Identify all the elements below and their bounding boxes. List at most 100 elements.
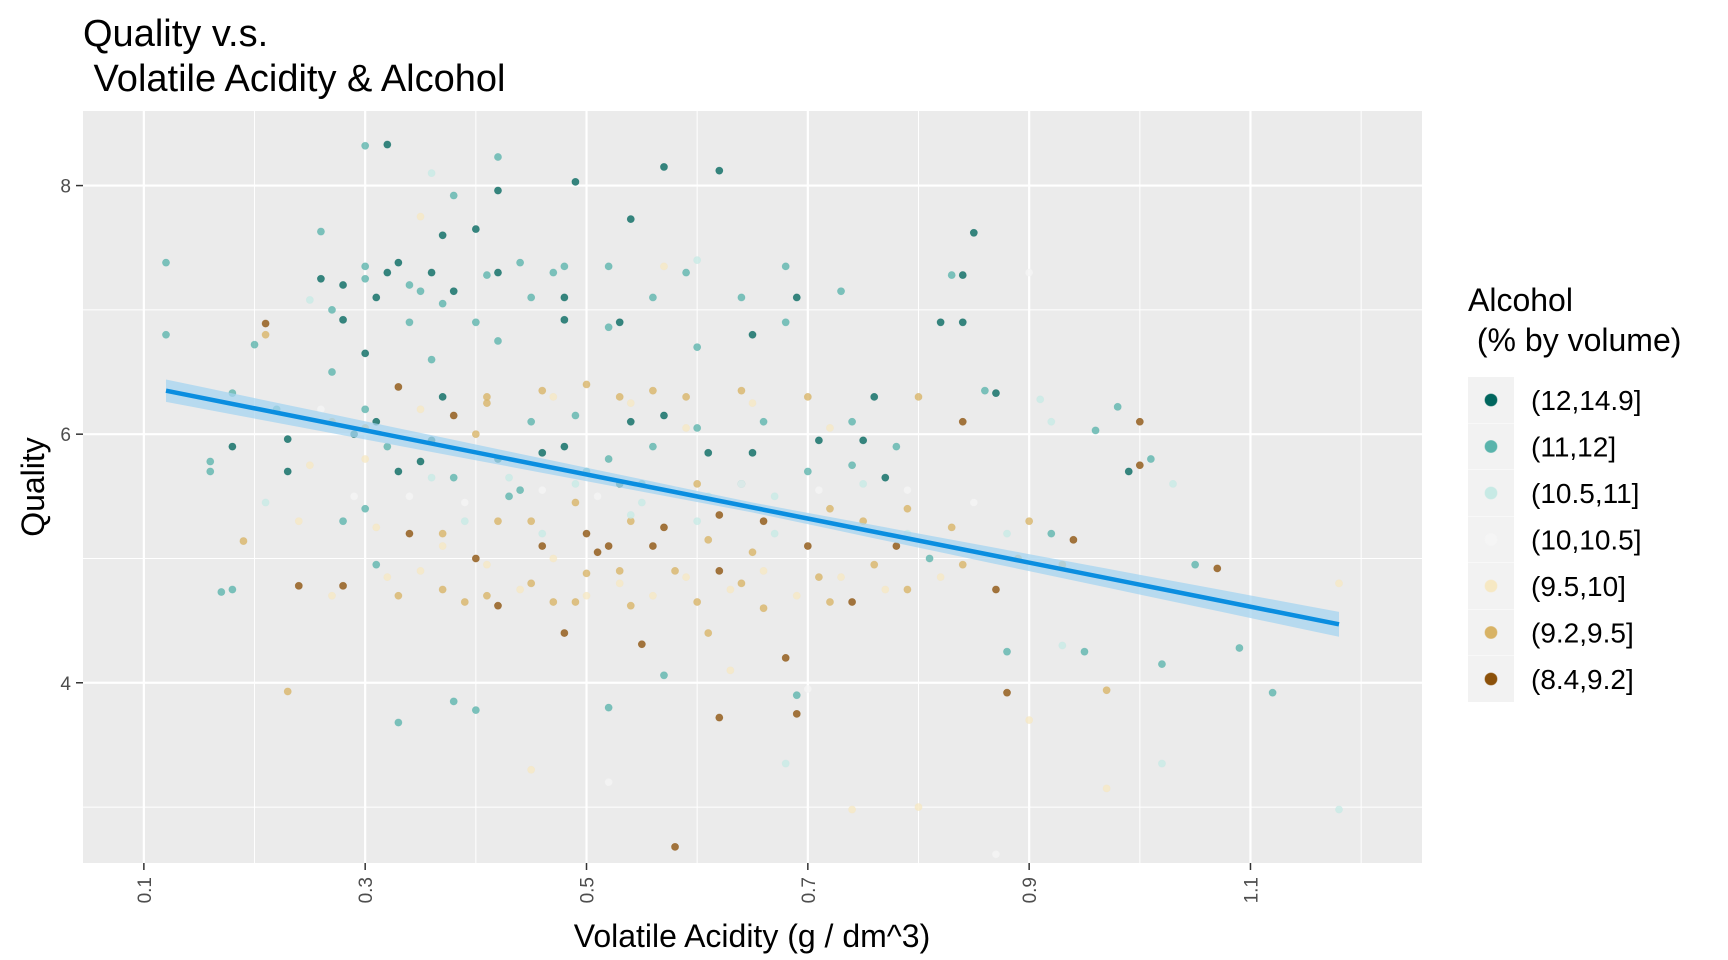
data-point (317, 274, 325, 283)
data-point (980, 386, 989, 395)
data-point (162, 258, 170, 267)
data-point (560, 262, 569, 271)
data-point (1091, 426, 1100, 435)
data-point (471, 225, 480, 233)
data-point (748, 330, 757, 339)
data-point (748, 548, 757, 557)
data-point (328, 305, 336, 314)
data-point (759, 604, 768, 613)
data-point (737, 479, 746, 488)
data-point (958, 417, 967, 426)
data-point (1047, 417, 1056, 426)
data-point (1003, 529, 1011, 538)
data-point (416, 287, 425, 296)
data-point (228, 585, 237, 594)
data-point (781, 759, 790, 768)
data-point (405, 492, 414, 501)
legend-label: (11,12] (1531, 432, 1616, 463)
data-point (737, 386, 746, 395)
x-tick-label: 0.5 (578, 877, 599, 903)
data-point (549, 268, 558, 277)
data-point (438, 392, 447, 401)
data-point (892, 542, 901, 550)
data-point (261, 330, 270, 339)
data-point (693, 343, 702, 352)
data-point (261, 498, 270, 507)
data-point (604, 703, 613, 712)
data-point (649, 293, 657, 302)
data-point (649, 591, 657, 600)
data-point (837, 573, 845, 582)
data-point (969, 228, 978, 237)
data-point (1113, 402, 1122, 411)
data-point (538, 386, 547, 395)
data-point (394, 718, 403, 727)
data-point (848, 417, 856, 426)
data-point (416, 405, 425, 414)
x-axis: 0.1 0.3 0.5 0.7 0.9 1.1 (135, 863, 1262, 903)
data-point (759, 517, 768, 526)
data-point (1036, 395, 1045, 404)
data-point (206, 467, 215, 476)
data-point (471, 430, 480, 439)
data-point (383, 442, 392, 451)
data-point (361, 405, 370, 414)
data-point (671, 567, 679, 575)
data-point (416, 212, 425, 221)
data-point (1124, 467, 1133, 476)
data-point (206, 457, 215, 466)
data-point (538, 486, 547, 495)
data-point (449, 287, 458, 296)
data-point (803, 685, 812, 693)
data-point (339, 581, 347, 590)
data-point (361, 141, 370, 150)
data-point (427, 268, 436, 277)
data-point (781, 318, 790, 327)
data-point (803, 467, 812, 476)
data-point (217, 588, 226, 596)
data-point (1235, 644, 1244, 652)
data-point (660, 523, 668, 532)
data-point (394, 467, 403, 476)
data-point (1158, 660, 1166, 669)
x-axis-title: Volatile Acidity (g / dm^3) (574, 918, 931, 954)
data-point (1003, 688, 1011, 697)
data-point (759, 417, 768, 426)
data-point (483, 591, 491, 600)
data-point (383, 573, 392, 582)
data-point (571, 498, 580, 507)
data-point (460, 498, 469, 507)
data-point (405, 281, 414, 289)
data-point (726, 585, 735, 594)
data-point (416, 457, 425, 466)
data-point (892, 442, 901, 451)
data-point (449, 191, 458, 200)
data-point (781, 654, 790, 662)
data-point (527, 417, 536, 426)
data-point (859, 479, 868, 488)
data-point (494, 517, 502, 526)
data-point (571, 177, 580, 186)
data-point (516, 486, 525, 495)
data-point (427, 169, 436, 178)
data-point (350, 492, 359, 501)
legend-label: (9.5,10] (1531, 571, 1626, 602)
data-point (361, 274, 370, 283)
data-point (814, 436, 823, 445)
data-point (881, 473, 890, 482)
data-point (250, 340, 259, 349)
data-point (848, 461, 856, 470)
data-point (792, 709, 801, 718)
data-point (604, 262, 613, 271)
y-tick-label: 8 (60, 177, 71, 198)
data-point (239, 537, 248, 545)
grid-major (83, 111, 1422, 863)
data-point (560, 293, 569, 302)
data-point (1080, 647, 1089, 656)
data-point (604, 455, 613, 463)
data-point (471, 706, 480, 715)
y-tick-label: 6 (60, 425, 71, 446)
data-point (593, 548, 602, 557)
data-point (449, 697, 458, 706)
data-point (483, 399, 491, 407)
